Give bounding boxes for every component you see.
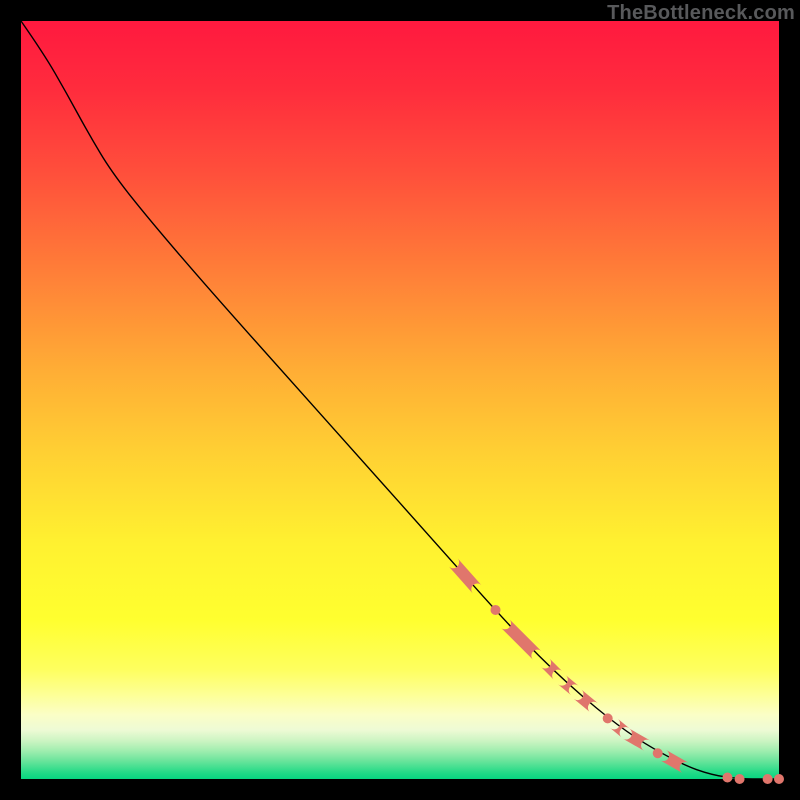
curve-line — [21, 21, 779, 779]
marker-dot — [491, 605, 501, 615]
marker-pill — [660, 750, 688, 773]
markers-group — [449, 558, 784, 784]
chart-overlay — [21, 21, 779, 779]
marker-dot — [603, 713, 613, 723]
watermark-text: TheBottleneck.com — [607, 2, 795, 25]
marker-dot — [774, 774, 784, 784]
marker-dot — [763, 774, 773, 784]
marker-dot — [653, 748, 663, 758]
marker-dot — [722, 772, 732, 782]
marker-dot — [735, 774, 745, 784]
marker-pill — [574, 690, 598, 713]
plot-area — [21, 21, 779, 779]
marker-pill — [501, 619, 542, 660]
marker-pill — [558, 675, 579, 695]
